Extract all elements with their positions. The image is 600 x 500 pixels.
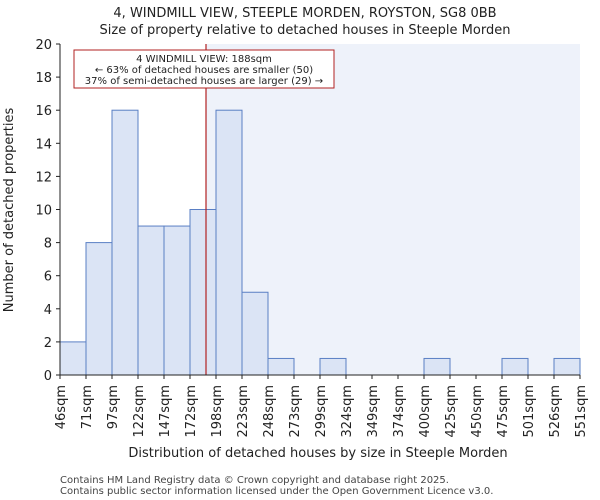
x-tick-label: 551sqm	[574, 385, 589, 438]
x-tick-label: 248sqm	[262, 385, 277, 438]
x-tick-label: 526sqm	[548, 385, 563, 438]
y-tick-label: 18	[35, 71, 52, 86]
bar-299sqm	[319, 357, 347, 376]
bar-475sqm	[501, 357, 529, 376]
x-tick-label: 97sqm	[106, 385, 121, 429]
annotation-box: 4 WINDMILL VIEW: 188sqm ← 63% of detache…	[73, 49, 335, 89]
x-tick-label: 172sqm	[184, 385, 199, 438]
x-tick-label: 273sqm	[288, 385, 303, 438]
annotation-frame	[73, 49, 335, 89]
x-tick-label: 374sqm	[392, 385, 407, 438]
chart-title: 4, WINDMILL VIEW, STEEPLE MORDEN, ROYSTO…	[113, 6, 496, 21]
bar-248sqm	[267, 357, 295, 376]
x-axis-label: Distribution of detached houses by size …	[128, 446, 507, 461]
x-tick-label: 400sqm	[418, 385, 433, 438]
bar-97sqm	[111, 109, 139, 376]
x-tick-label: 46sqm	[54, 385, 69, 429]
y-tick-label: 12	[35, 170, 52, 185]
plot-area: 4 WINDMILL VIEW: 188sqm ← 63% of detache…	[35, 38, 589, 438]
bar-147sqm	[163, 225, 191, 376]
bar-400sqm	[423, 357, 451, 376]
x-tick-label: 147sqm	[158, 385, 173, 438]
annotation-line-2: ← 63% of detached houses are smaller (50…	[95, 65, 313, 76]
y-axis-label: Number of detached properties	[2, 108, 17, 313]
y-tick-label: 20	[35, 38, 52, 53]
annotation-line-1: 4 WINDMILL VIEW: 188sqm	[136, 54, 272, 65]
x-tick-label: 122sqm	[132, 385, 147, 438]
annotation-line-3: 37% of semi-detached houses are larger (…	[85, 76, 323, 87]
x-tick-label: 425sqm	[444, 385, 459, 438]
y-ticks-group: 0 2 4 6 8 10 12 14 16 18 20	[35, 38, 60, 384]
bar-46sqm	[59, 341, 87, 376]
x-tick-label: 223sqm	[236, 385, 251, 438]
y-tick-label: 0	[44, 369, 52, 384]
y-tick-label: 4	[44, 303, 52, 318]
x-tick-label: 450sqm	[470, 385, 485, 438]
y-tick-label: 16	[35, 104, 52, 119]
x-tick-label: 349sqm	[366, 385, 381, 438]
bar-223sqm	[241, 291, 269, 376]
x-ticks-group: 46sqm 71sqm 97sqm 122sqm 147sqm 172sqm 198sqm 2…	[54, 375, 589, 438]
bars-group	[59, 109, 581, 376]
x-tick-label: 198sqm	[210, 385, 225, 438]
bar-122sqm	[137, 225, 165, 376]
y-tick-label: 8	[44, 237, 52, 252]
x-tick-label: 71sqm	[80, 385, 95, 429]
y-tick-label: 14	[35, 137, 52, 152]
chart-subtitle: Size of property relative to detached ho…	[100, 23, 511, 38]
bar-172sqm	[189, 209, 217, 376]
footer-line-2: Contains public sector information licen…	[60, 486, 493, 497]
x-tick-label: 501sqm	[522, 385, 537, 438]
bar-198sqm	[215, 109, 243, 376]
x-tick-label: 324sqm	[340, 385, 355, 438]
y-tick-label: 6	[44, 270, 52, 285]
x-tick-label: 475sqm	[496, 385, 511, 438]
bar-526sqm	[553, 357, 581, 376]
x-tick-label: 299sqm	[314, 385, 329, 438]
footer-line-1: Contains HM Land Registry data © Crown c…	[60, 475, 449, 486]
y-tick-label: 2	[44, 336, 52, 351]
y-tick-label: 10	[35, 204, 52, 219]
bar-71sqm	[85, 242, 113, 376]
